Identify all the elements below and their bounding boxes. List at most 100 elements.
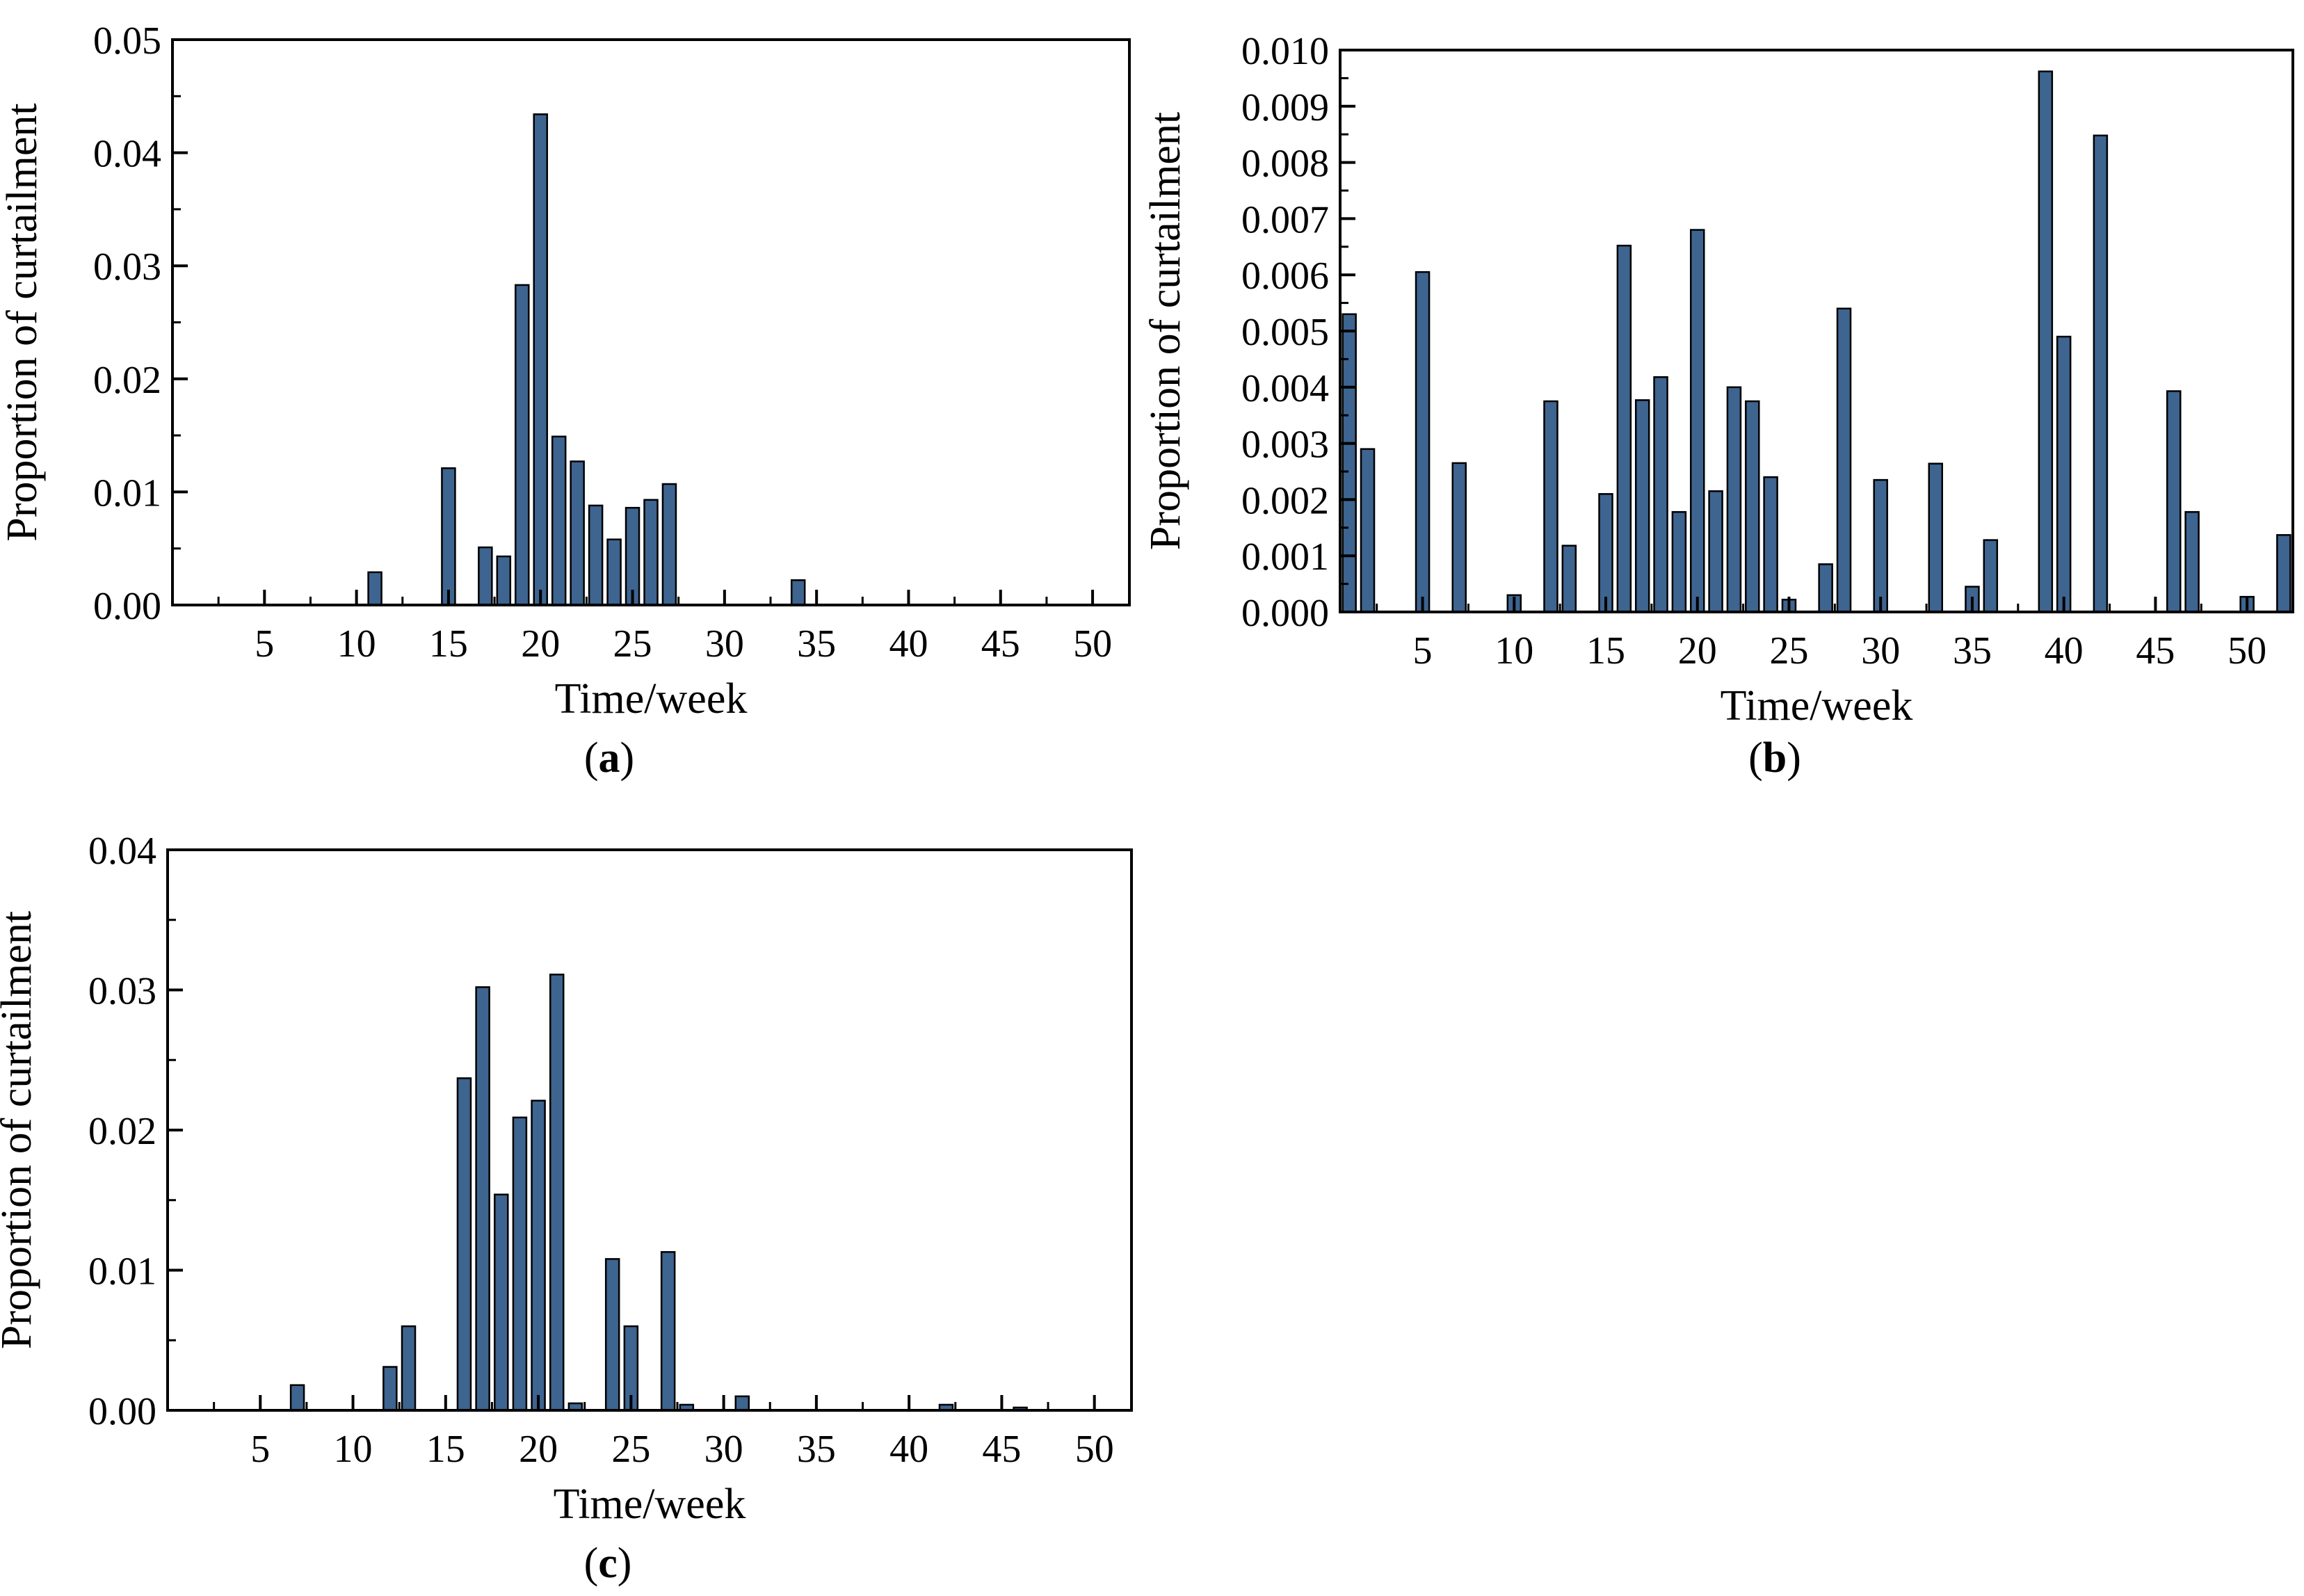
y-axis-title: Proportion of curtailment <box>0 911 40 1349</box>
y-tick-label: 0.001 <box>1241 535 1329 579</box>
x-tick-label: 45 <box>981 622 1020 666</box>
bar-week-36 <box>1983 539 1999 613</box>
bar-week-22 <box>1726 386 1742 613</box>
y-tick-label: 0.03 <box>88 970 156 1013</box>
x-tick-label: 25 <box>611 1428 650 1471</box>
x-tick-label: 50 <box>2228 629 2266 672</box>
panel-label: (b) <box>1748 734 1801 782</box>
bar-week-27 <box>1818 563 1833 613</box>
bar-week-12 <box>382 1366 398 1412</box>
y-tick-label: 0.007 <box>1241 198 1329 241</box>
bar-week-19 <box>515 284 530 606</box>
bar-week-52 <box>2276 534 2291 613</box>
x-tick-label: 45 <box>2136 629 2175 672</box>
bar-week-13 <box>1561 545 1577 613</box>
x-tick-label: 45 <box>982 1428 1021 1471</box>
panel-a-chart: 0.00 0.01 0.02 0.03 0.04 0.05 5 10 15 20 25 30 35 40 4… <box>0 19 1131 782</box>
x-tick-label: 35 <box>797 622 836 666</box>
y-tick-label: 0.002 <box>1241 479 1329 522</box>
bar-week-31 <box>734 1395 750 1412</box>
x-axis-title: Time/week <box>554 1481 746 1528</box>
panel-c-chart: 0.00 0.01 0.02 0.03 0.04 5 10 15 20 25 30 35 40 45 50 T… <box>0 830 1133 1587</box>
x-tick-label: 15 <box>1586 629 1625 672</box>
bar-week-17 <box>1634 399 1650 613</box>
x-tick-label: 30 <box>704 1428 743 1471</box>
x-tick-label: 5 <box>255 622 274 666</box>
y-tick-label: 0.05 <box>93 19 161 63</box>
bar-week-42 <box>2093 134 2109 613</box>
bar-week-20 <box>1690 229 1705 613</box>
x-tick-label: 15 <box>426 1428 465 1471</box>
x-tick-label: 15 <box>429 622 468 666</box>
bar-week-24 <box>1763 476 1778 613</box>
x-tick-label: 50 <box>1075 1428 1114 1471</box>
y-tick-label: 0.02 <box>88 1110 156 1153</box>
bar-week-34 <box>790 579 806 606</box>
bar-week-40 <box>2056 335 2072 613</box>
y-tick-label: 0.003 <box>1241 424 1329 467</box>
bar-week-21 <box>1708 490 1723 613</box>
bar-week-20 <box>531 1099 546 1412</box>
bar-week-15 <box>441 467 456 606</box>
x-tick-label: 40 <box>2045 629 2084 672</box>
bar-week-2 <box>1360 448 1376 613</box>
x-tick-label: 40 <box>889 622 928 666</box>
bar-week-19 <box>512 1116 528 1412</box>
y-tick-label: 0.008 <box>1241 143 1329 186</box>
x-tick-label: 35 <box>797 1428 836 1471</box>
x-tick-label: 5 <box>250 1428 270 1471</box>
bar-week-21 <box>551 435 567 606</box>
bar-week-27 <box>661 483 677 606</box>
x-tick-label: 30 <box>1861 629 1900 672</box>
x-axis-title: Time/week <box>555 675 748 723</box>
bar-week-11 <box>367 571 382 606</box>
y-tick-label: 0.009 <box>1241 86 1329 129</box>
x-tick-label: 10 <box>1495 629 1533 672</box>
bar-week-33 <box>1928 462 1943 613</box>
bar-week-15 <box>1598 493 1613 613</box>
plot-frame <box>1339 49 2294 613</box>
bar-week-23 <box>588 504 604 606</box>
y-tick-label: 0.04 <box>88 830 156 873</box>
plot-frame <box>166 848 1133 1412</box>
bar-week-46 <box>2166 390 2182 613</box>
y-tick-label: 0.004 <box>1241 367 1329 410</box>
y-tick-label: 0.010 <box>1241 30 1329 73</box>
bar-week-23 <box>1745 400 1760 613</box>
y-tick-label: 0.006 <box>1241 255 1329 298</box>
bar-week-26 <box>643 499 659 606</box>
bar-week-30 <box>1873 478 1888 613</box>
x-tick-label: 20 <box>519 1428 558 1471</box>
panel-label: (c) <box>584 1540 632 1587</box>
bar-week-5 <box>1415 271 1431 613</box>
x-tick-label: 30 <box>705 622 744 666</box>
x-tick-label: 5 <box>1413 629 1433 672</box>
bar-week-24 <box>604 1258 620 1412</box>
x-tick-label: 20 <box>521 622 560 666</box>
y-tick-label: 0.02 <box>93 359 161 402</box>
bar-week-27 <box>660 1251 676 1412</box>
bar-week-22 <box>570 460 585 606</box>
x-tick-label: 10 <box>334 1428 373 1471</box>
bar-week-17 <box>478 546 493 606</box>
bar-week-28 <box>1836 307 1852 613</box>
y-tick-label: 0.005 <box>1241 311 1329 354</box>
bar-week-18 <box>1653 376 1668 613</box>
y-axis-title: Proportion of curtailment <box>0 103 46 541</box>
bar-week-7 <box>1451 462 1467 613</box>
bar-week-39 <box>2038 70 2054 613</box>
y-tick-label: 0.01 <box>93 471 161 515</box>
panel-b-chart: 0.000 0.001 0.002 0.003 0.004 0.005 0.006 0.007… <box>1142 30 2294 782</box>
bar-week-18 <box>494 1193 509 1412</box>
x-tick-label: 50 <box>1073 622 1112 666</box>
bar-week-21 <box>549 974 565 1412</box>
bar-week-24 <box>606 538 622 606</box>
bar-week-47 <box>2184 510 2200 613</box>
x-tick-label: 10 <box>337 622 376 666</box>
y-tick-label: 0.000 <box>1241 592 1329 635</box>
x-tick-label: 35 <box>1953 629 1992 672</box>
y-tick-label: 0.01 <box>88 1250 156 1293</box>
y-tick-label: 0.00 <box>88 1390 156 1433</box>
y-tick-label: 0.04 <box>93 133 161 176</box>
